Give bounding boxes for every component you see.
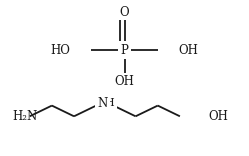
Text: OH: OH	[179, 44, 198, 57]
Text: OH: OH	[208, 110, 228, 123]
Text: N: N	[97, 97, 108, 110]
Text: H: H	[105, 98, 115, 108]
Text: OH: OH	[115, 75, 134, 88]
Text: H₂N: H₂N	[12, 110, 38, 123]
Text: HO: HO	[51, 44, 70, 57]
Text: O: O	[120, 6, 129, 19]
Text: P: P	[121, 44, 128, 57]
